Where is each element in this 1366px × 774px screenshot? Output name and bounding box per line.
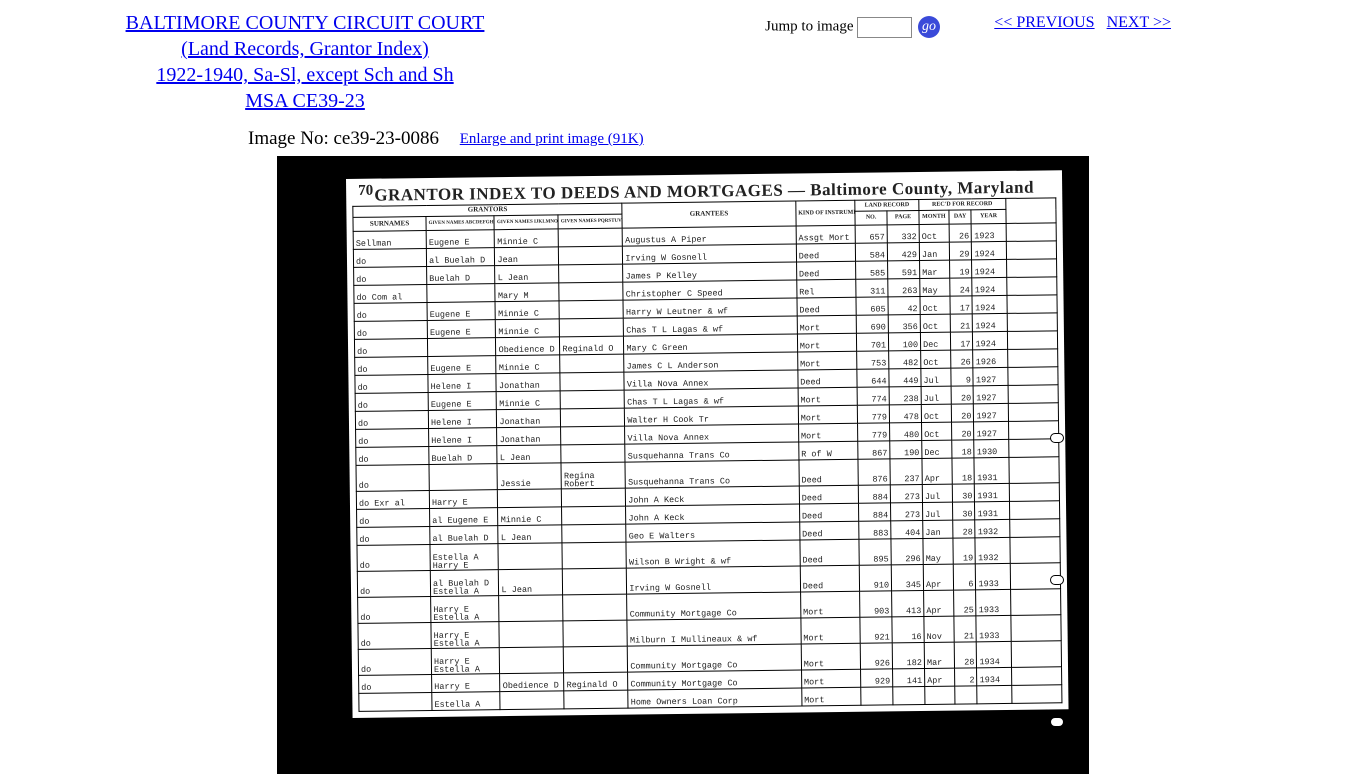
jump-image-input[interactable] [857,17,912,38]
enlarge-link[interactable]: Enlarge and print image (91K) [460,131,644,147]
th-month: Month [919,210,949,224]
th-day: Day [949,210,972,224]
th-page: Page [887,211,919,225]
jump-label: Jump to image [765,18,853,34]
scanned-document: 70 GRANTOR INDEX TO DEEDS AND MORTGAGES … [277,156,1089,774]
title-line-3: 1922-1940, Sa-Sl, except Sch and Sh [156,64,453,86]
th-gn2: Given Names IJKLMNO [494,215,558,230]
th-extra [1005,198,1056,224]
prev-link[interactable]: << PREVIOUS [994,14,1094,31]
grantor-index-table: GRANTORS GRANTEES KIND OF INSTRUMENT LAN… [352,197,1062,712]
image-number: Image No: ce39-23-0086 [248,128,439,149]
th-gn1: Given Names ABCDEFGH [426,216,495,231]
th-surname: Surnames [353,217,426,232]
title-line-2: (Land Records, Grantor Index) [181,38,429,60]
next-link[interactable]: NEXT >> [1107,14,1171,31]
title-line-1: BALTIMORE COUNTY CIRCUIT COURT [126,12,485,34]
th-no: No. [855,211,887,225]
archive-title-link[interactable]: BALTIMORE COUNTY CIRCUIT COURT (Land Rec… [0,10,610,114]
th-land-record: LAND RECORD [855,200,919,212]
th-grantees: GRANTEES [622,201,796,228]
th-year: Year [971,209,1005,223]
title-line-4: MSA CE39-23 [245,90,364,112]
th-kind: KIND OF INSTRUMENT [796,200,856,226]
th-gn3: Given Names PQRSTUVWXYZ [558,214,622,229]
go-button[interactable]: go [918,16,940,38]
